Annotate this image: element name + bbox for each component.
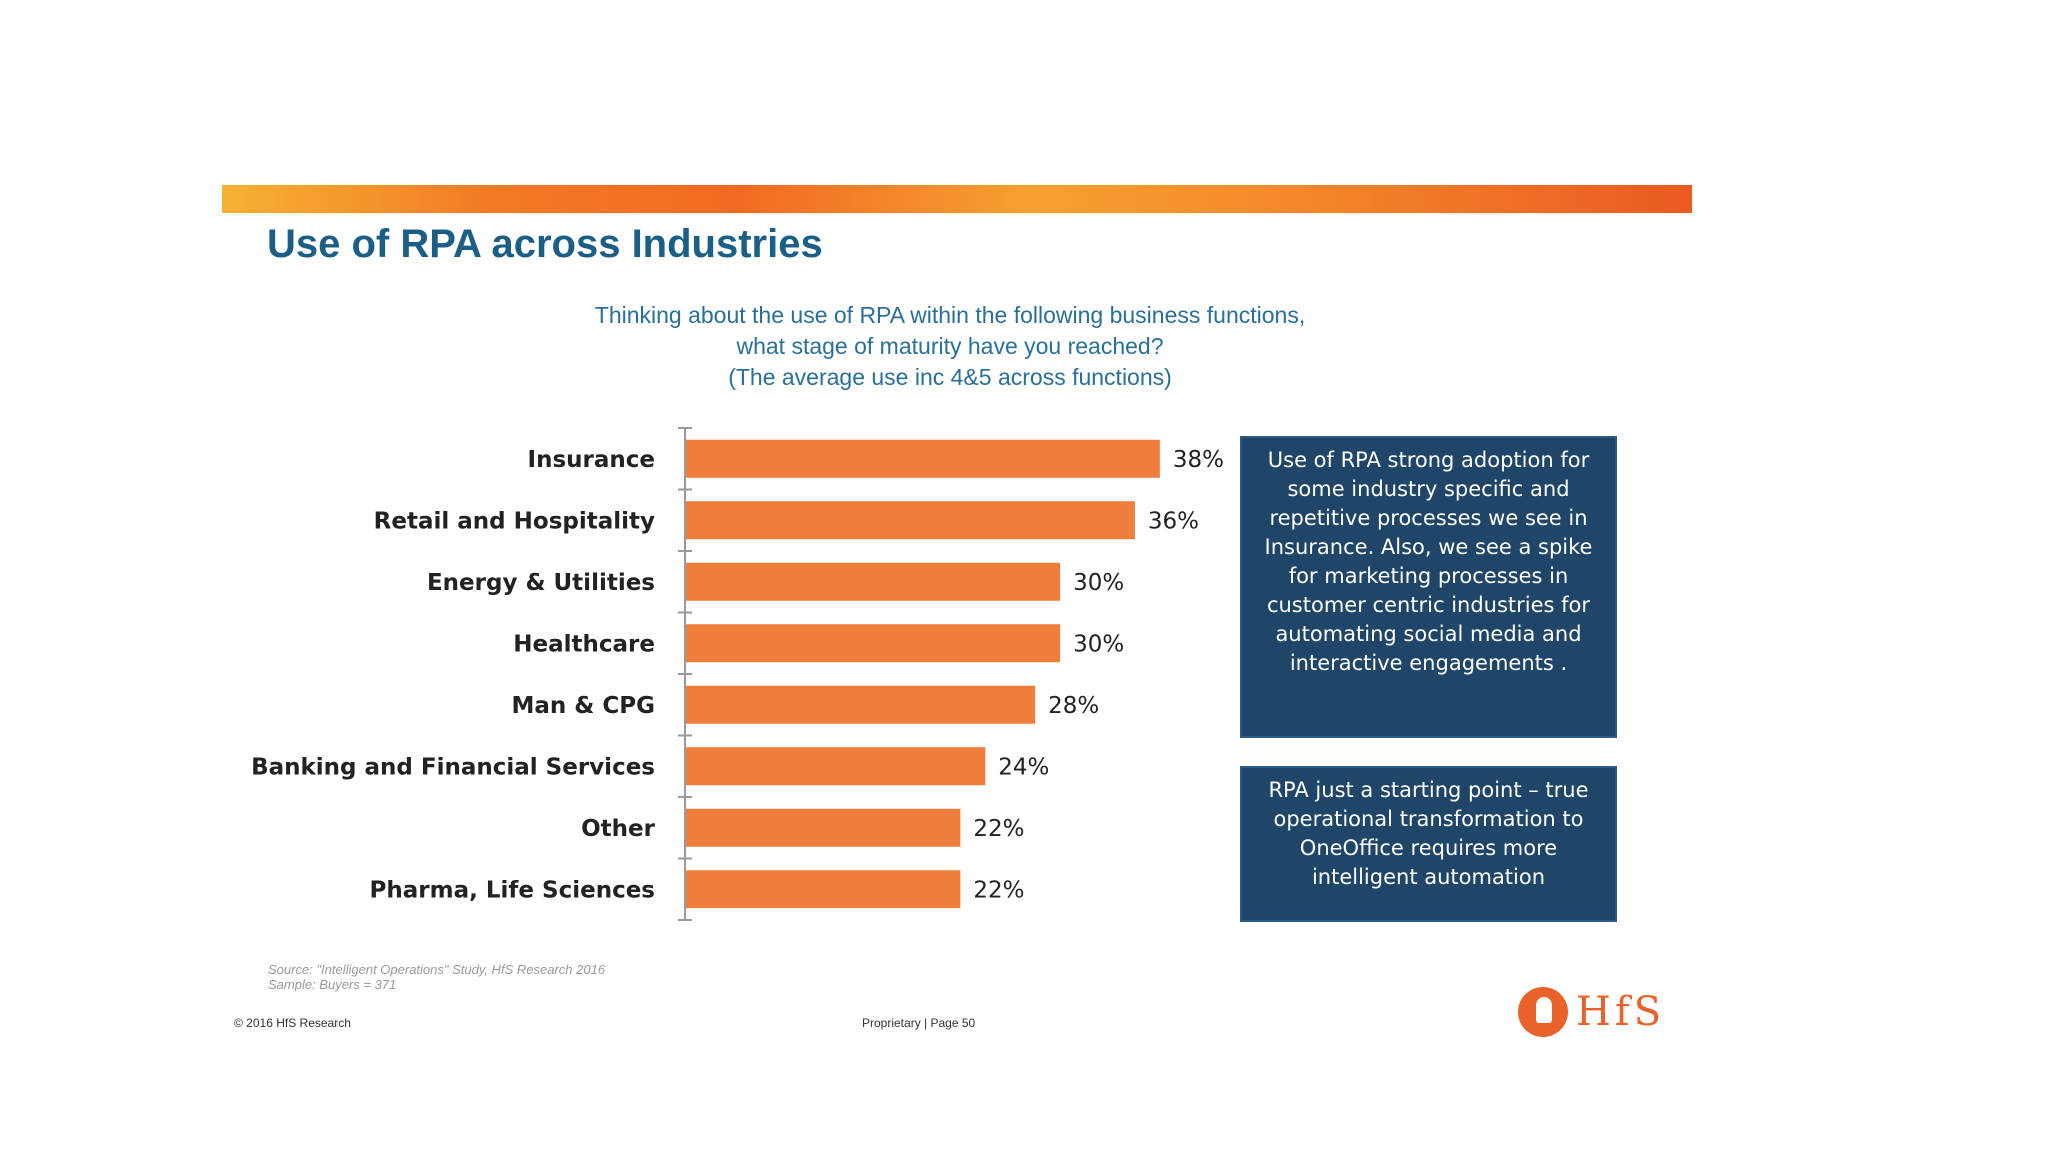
category-label: Pharma, Life Sciences (370, 877, 655, 903)
category-label: Banking and Financial Services (251, 754, 655, 780)
value-label: 24% (998, 754, 1049, 780)
subtitle-line-3: (The average use inc 4&5 across function… (728, 364, 1172, 390)
header-color-band (222, 185, 1692, 213)
copyright: © 2016 HfS Research (234, 1016, 351, 1030)
category-label: Retail and Hospitality (374, 508, 655, 534)
bar (686, 562, 1061, 601)
bar (686, 747, 986, 786)
chart-subtitle: Thinking about the use of RPA within the… (390, 300, 1510, 393)
value-label: 38% (1173, 447, 1224, 473)
category-label: Man & CPG (512, 693, 655, 719)
value-label: 22% (973, 877, 1024, 903)
category-label: Other (581, 816, 656, 842)
subtitle-line-2: what stage of maturity have you reached? (736, 333, 1164, 359)
source-line: Source: "Intelligent Operations" Study, … (268, 962, 606, 977)
sample-line: Sample: Buyers = 371 (268, 977, 397, 992)
page-number: Proprietary | Page 50 (862, 1016, 976, 1030)
hfs-logo-icon (1518, 987, 1568, 1037)
insight-note-adoption: Use of RPA strong adoption for some indu… (1240, 436, 1617, 738)
source-note: Source: "Intelligent Operations" Study, … (268, 962, 605, 992)
category-label: Energy & Utilities (427, 570, 655, 596)
bar (686, 439, 1160, 478)
value-label: 36% (1148, 508, 1199, 534)
value-label: 30% (1073, 631, 1124, 657)
value-label: 30% (1073, 570, 1124, 596)
bar (686, 870, 961, 909)
bar (686, 501, 1135, 540)
slide-title: Use of RPA across Industries (267, 222, 823, 266)
category-label: Healthcare (513, 631, 655, 657)
hfs-logo: HfS (1518, 986, 1665, 1038)
value-label: 22% (973, 816, 1024, 842)
hfs-logo-text: HfS (1576, 989, 1666, 1035)
bar (686, 624, 1061, 663)
value-label: 28% (1048, 693, 1099, 719)
bar (686, 808, 961, 847)
category-label: Insurance (528, 447, 655, 473)
bar (686, 685, 1036, 724)
subtitle-line-1: Thinking about the use of RPA within the… (594, 302, 1306, 328)
insight-note-starting-point: RPA just a starting point – true operati… (1240, 766, 1617, 922)
